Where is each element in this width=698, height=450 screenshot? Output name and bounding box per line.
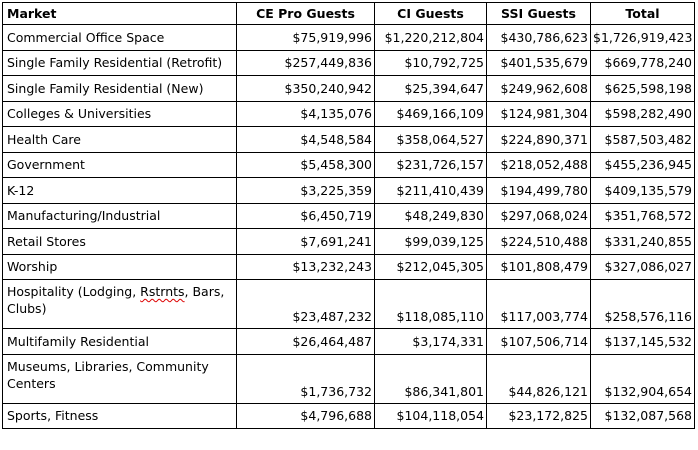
ci-cell: $104,118,054 (374, 402, 487, 429)
ssi-cell: $23,172,825 (486, 402, 591, 429)
total-cell: $455,236,945 (590, 151, 695, 178)
ssi-cell: $430,786,623 (486, 24, 591, 51)
market-cell: Colleges & Universities (2, 100, 237, 127)
ce-pro-cell: $26,464,487 (236, 328, 375, 355)
ssi-cell: $297,068,024 (486, 202, 591, 229)
market-cell: Multifamily Residential (2, 328, 237, 355)
table-row: Colleges & Universities $4,135,076 $469,… (2, 100, 695, 127)
total-cell: $351,768,572 (590, 202, 695, 229)
ci-cell: $10,792,725 (374, 49, 487, 76)
table-row: Sports, Fitness $4,796,688 $104,118,054 … (2, 402, 695, 429)
market-cell: K-12 (2, 177, 237, 204)
ce-pro-cell: $6,450,719 (236, 202, 375, 229)
ssi-cell: $117,003,774 (486, 279, 591, 329)
market-table: Market CE Pro Guests CI Guests SSI Guest… (2, 2, 695, 429)
ce-pro-cell: $257,449,836 (236, 49, 375, 76)
ce-pro-cell: $75,919,996 (236, 24, 375, 51)
table-row: Worship $13,232,243 $212,045,305 $101,80… (2, 253, 695, 280)
header-ssi-guests: SSI Guests (486, 2, 591, 25)
market-text-part: , Bars, Clubs) (7, 284, 225, 316)
total-cell: $625,598,198 (590, 75, 695, 102)
table-row: Government $5,458,300 $231,726,157 $218,… (2, 151, 695, 178)
ssi-cell: $249,962,608 (486, 75, 591, 102)
ssi-cell: $124,981,304 (486, 100, 591, 127)
ci-cell: $99,039,125 (374, 228, 487, 255)
ci-cell: $212,045,305 (374, 253, 487, 280)
table-row: K-12 $3,225,359 $211,410,439 $194,499,78… (2, 177, 695, 204)
spellcheck-flagged-word: Rstrnts (140, 284, 185, 299)
header-total: Total (590, 2, 695, 25)
market-cell: Hospitality (Lodging, Rstrnts, Bars, Clu… (2, 279, 237, 329)
table-row: Manufacturing/Industrial $6,450,719 $48,… (2, 202, 695, 229)
market-cell: Museums, Libraries, Community Centers (2, 353, 237, 404)
header-row: Market CE Pro Guests CI Guests SSI Guest… (2, 2, 695, 25)
ci-cell: $118,085,110 (374, 279, 487, 329)
ci-cell: $358,064,527 (374, 126, 487, 153)
ci-cell: $3,174,331 (374, 328, 487, 355)
table-row: Commercial Office Space $75,919,996 $1,2… (2, 24, 695, 51)
total-cell: $327,086,027 (590, 253, 695, 280)
market-cell: Health Care (2, 126, 237, 153)
market-cell: Commercial Office Space (2, 24, 237, 51)
ci-cell: $469,166,109 (374, 100, 487, 127)
ci-cell: $86,341,801 (374, 353, 487, 404)
ci-cell: $25,394,647 (374, 75, 487, 102)
total-cell: $331,240,855 (590, 228, 695, 255)
table-row: Retail Stores $7,691,241 $99,039,125 $22… (2, 228, 695, 255)
market-cell: Manufacturing/Industrial (2, 202, 237, 229)
market-cell: Single Family Residential (Retrofit) (2, 49, 237, 76)
ci-cell: $211,410,439 (374, 177, 487, 204)
ce-pro-cell: $4,796,688 (236, 402, 375, 429)
header-ci-guests: CI Guests (374, 2, 487, 25)
table-row: Single Family Residential (New) $350,240… (2, 75, 695, 102)
ssi-cell: $107,506,714 (486, 328, 591, 355)
ssi-cell: $44,826,121 (486, 353, 591, 404)
ce-pro-cell: $4,135,076 (236, 100, 375, 127)
market-cell: Government (2, 151, 237, 178)
table-row: Multifamily Residential $26,464,487 $3,1… (2, 328, 695, 355)
market-cell: Worship (2, 253, 237, 280)
ce-pro-cell: $1,736,732 (236, 353, 375, 404)
ci-cell: $48,249,830 (374, 202, 487, 229)
ce-pro-cell: $3,225,359 (236, 177, 375, 204)
ci-cell: $1,220,212,804 (374, 24, 487, 51)
ssi-cell: $194,499,780 (486, 177, 591, 204)
header-ce-pro-guests: CE Pro Guests (236, 2, 375, 25)
ce-pro-cell: $23,487,232 (236, 279, 375, 329)
ce-pro-cell: $4,548,584 (236, 126, 375, 153)
total-cell: $137,145,532 (590, 328, 695, 355)
ce-pro-cell: $5,458,300 (236, 151, 375, 178)
ce-pro-cell: $350,240,942 (236, 75, 375, 102)
ci-cell: $231,726,157 (374, 151, 487, 178)
header-market: Market (2, 2, 237, 25)
ssi-cell: $401,535,679 (486, 49, 591, 76)
table-row: Single Family Residential (Retrofit) $25… (2, 49, 695, 76)
total-cell: $1,726,919,423 (590, 24, 695, 51)
table-row: Health Care $4,548,584 $358,064,527 $224… (2, 126, 695, 153)
total-cell: $587,503,482 (590, 126, 695, 153)
ssi-cell: $218,052,488 (486, 151, 591, 178)
ssi-cell: $101,808,479 (486, 253, 591, 280)
ce-pro-cell: $13,232,243 (236, 253, 375, 280)
market-cell: Retail Stores (2, 228, 237, 255)
total-cell: $132,087,568 (590, 402, 695, 429)
ce-pro-cell: $7,691,241 (236, 228, 375, 255)
ssi-cell: $224,890,371 (486, 126, 591, 153)
ssi-cell: $224,510,488 (486, 228, 591, 255)
table-row: Museums, Libraries, Community Centers $1… (2, 353, 695, 404)
total-cell: $258,576,116 (590, 279, 695, 329)
total-cell: $669,778,240 (590, 49, 695, 76)
market-cell: Single Family Residential (New) (2, 75, 237, 102)
table-row: Hospitality (Lodging, Rstrnts, Bars, Clu… (2, 279, 695, 329)
market-cell: Sports, Fitness (2, 402, 237, 429)
total-cell: $132,904,654 (590, 353, 695, 404)
total-cell: $409,135,579 (590, 177, 695, 204)
market-text-part: Hospitality (Lodging, (7, 284, 141, 299)
total-cell: $598,282,490 (590, 100, 695, 127)
